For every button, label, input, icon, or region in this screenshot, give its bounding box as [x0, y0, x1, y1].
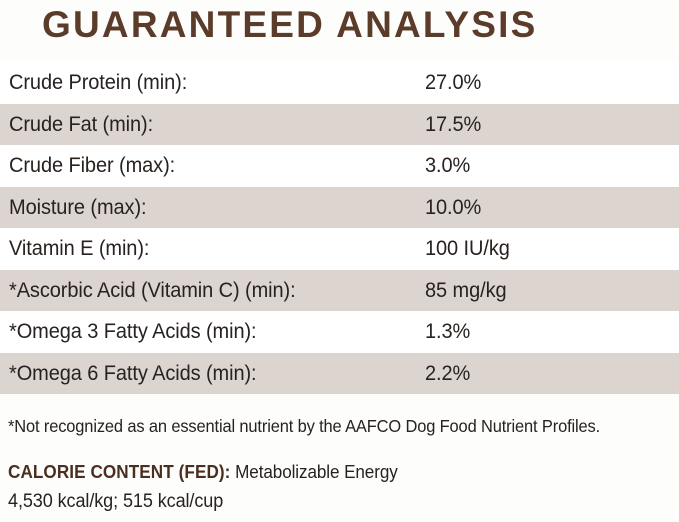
nutrient-label: Crude Protein (min):	[9, 70, 188, 95]
nutrient-label: *Ascorbic Acid (Vitamin C) (min):	[9, 277, 296, 302]
nutrient-label: Moisture (max):	[9, 194, 147, 219]
nutrient-label: *Omega 3 Fatty Acids (min):	[9, 319, 257, 344]
nutrient-value: 3.0%	[425, 153, 471, 178]
table-row: *Ascorbic Acid (Vitamin C) (min): 85 mg/k…	[0, 269, 679, 311]
calorie-values: 4,530 kcal/kg; 515 kcal/cup	[8, 491, 224, 512]
nutrient-value: 100 IU/kg	[425, 236, 510, 261]
calorie-content-line: CALORIE CONTENT (FED): Metabolizable Ene…	[8, 460, 643, 485]
nutrient-value: 1.3%	[425, 319, 471, 344]
table-row: Vitamin E (min): 100 IU/kg	[0, 228, 679, 270]
calorie-content-block: CALORIE CONTENT (FED): Metabolizable Ene…	[8, 460, 676, 516]
nutrient-value: 17.5%	[425, 111, 482, 136]
nutrient-value: 85 mg/kg	[425, 277, 507, 302]
guaranteed-analysis-table: Crude Protein (min): 27.0% Crude Fat (min)…	[0, 62, 679, 394]
calorie-energy-type: Metabolizable Energy	[235, 462, 398, 482]
nutrient-value: 10.0%	[425, 194, 482, 219]
table-row: Moisture (max): 10.0%	[0, 186, 679, 228]
table-row: *Omega 3 Fatty Acids (min): 1.3%	[0, 311, 679, 353]
page-title: GUARANTEED ANALYSIS	[42, 4, 538, 45]
nutrient-label: Vitamin E (min):	[9, 236, 150, 261]
calorie-content-heading: CALORIE CONTENT (FED):	[8, 462, 231, 482]
nutrient-label: Crude Fat (min):	[9, 111, 154, 136]
table-row: Crude Fat (min): 17.5%	[0, 103, 679, 145]
table-row: *Omega 6 Fatty Acids (min): 2.2%	[0, 352, 679, 394]
table-row: Crude Protein (min): 27.0%	[0, 62, 679, 104]
nutrient-label: *Omega 6 Fatty Acids (min):	[9, 360, 257, 385]
nutrient-value: 2.2%	[425, 360, 471, 385]
aafco-footnote: *Not recognized as an essential nutrient…	[8, 416, 601, 436]
nutrient-label: Crude Fiber (max):	[9, 153, 176, 178]
table-row: Crude Fiber (max): 3.0%	[0, 145, 679, 187]
nutrient-value: 27.0%	[425, 70, 482, 95]
